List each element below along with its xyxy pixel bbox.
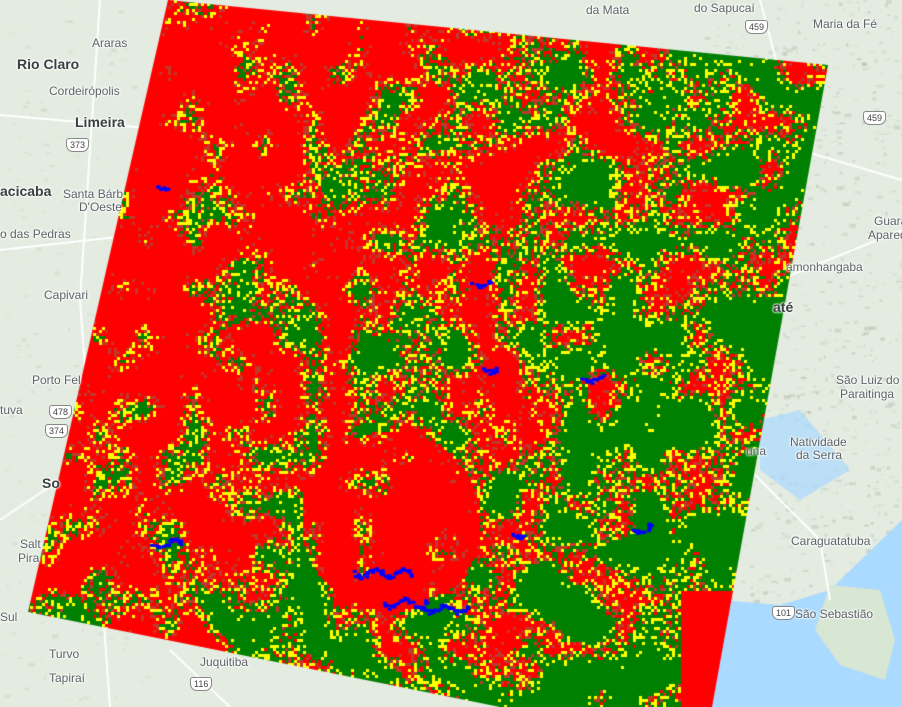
place-label: Tapiraí xyxy=(49,671,86,685)
place-label: São Sebastião xyxy=(795,607,874,621)
place-label: Rio Claro xyxy=(17,56,80,72)
place-label: até xyxy=(773,299,794,315)
place-label: amonhangaba xyxy=(786,260,863,274)
place-label: São Luiz do xyxy=(836,373,900,387)
place-label: Porto Fel xyxy=(32,373,81,387)
place-label: Apared xyxy=(868,228,902,242)
road-shield: 101 xyxy=(772,606,796,620)
place-label: So xyxy=(42,475,60,491)
road-shield: 459 xyxy=(745,20,769,34)
place-label: una xyxy=(746,444,767,458)
road-shield: 373 xyxy=(66,138,90,152)
place-label: do Sapucaí xyxy=(694,1,755,15)
place-label: Capivari xyxy=(44,288,89,302)
place-label: tuva xyxy=(0,403,23,417)
place-label: o das Pedras xyxy=(0,227,71,241)
place-label: Guara xyxy=(874,214,902,228)
road-shield: 459 xyxy=(863,111,887,125)
place-label: Santa Bárb xyxy=(63,187,124,201)
road-shield: 374 xyxy=(45,424,69,438)
place-label: da Mata xyxy=(586,3,630,17)
place-label: acicaba xyxy=(0,183,52,199)
place-label: Turvo xyxy=(49,647,80,661)
place-label: Cordeirópolis xyxy=(49,84,120,98)
road-shield: 116 xyxy=(190,677,213,691)
place-label: Sul xyxy=(0,610,18,624)
place-label: Araras xyxy=(92,36,128,50)
place-label: Juquitiba xyxy=(200,655,249,669)
place-label: Natividade xyxy=(790,435,847,449)
place-label: Maria da Fé xyxy=(813,17,878,31)
place-label: Limeira xyxy=(75,114,125,130)
road-shield: 478 xyxy=(49,405,73,419)
place-label: Paraitinga xyxy=(840,387,895,401)
place-label: D'Oeste xyxy=(79,200,122,214)
place-label: Salt xyxy=(20,537,41,551)
place-label: da Serra xyxy=(796,448,843,462)
place-label: Caraguatatuba xyxy=(791,534,871,548)
place-label: Pira xyxy=(18,551,40,565)
